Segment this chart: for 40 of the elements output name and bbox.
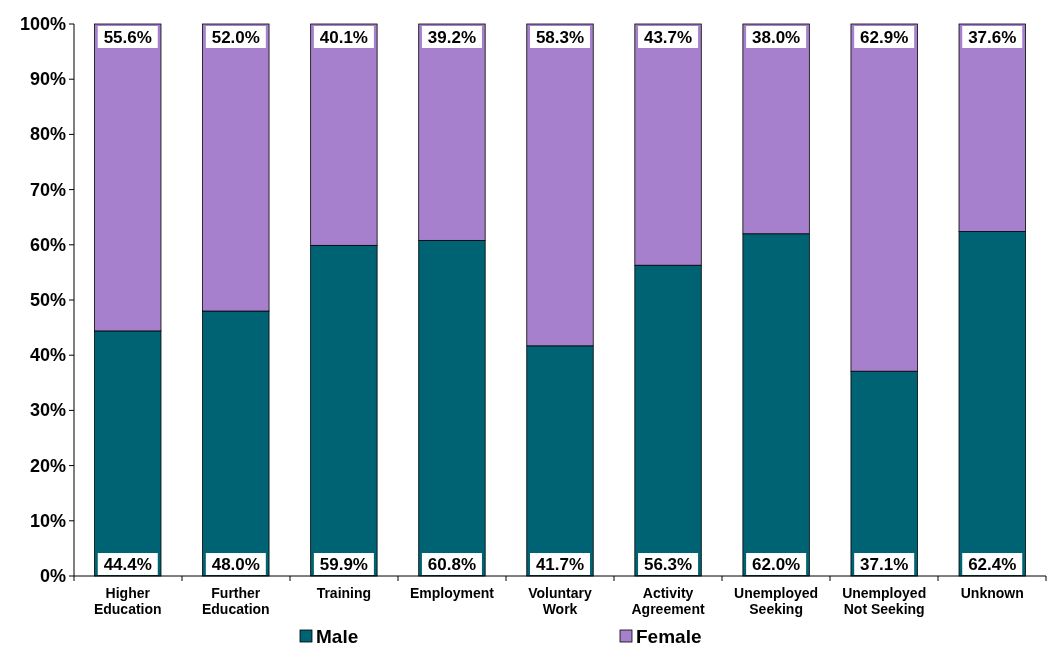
data-label: 52.0% [211, 27, 260, 47]
data-label: 60.8% [427, 554, 477, 574]
x-tick-label: Activity Agreement [631, 585, 705, 617]
data-label: 62.9% [860, 27, 909, 47]
y-tick-label: 80% [29, 124, 66, 145]
data-label: 38.0% [752, 27, 801, 47]
x-tick-label: Unknown [960, 585, 1024, 601]
x-tick-label: Unemployed Seeking [734, 585, 819, 617]
data-label: 62.4% [968, 554, 1017, 574]
data-label: 37.1% [860, 554, 909, 574]
x-tick-label: Higher Education [93, 585, 162, 617]
data-label: 59.9% [319, 554, 368, 574]
x-tick-label: Further Education [201, 585, 270, 617]
y-tick-label: 90% [29, 69, 66, 90]
y-tick-label: 60% [29, 234, 66, 255]
data-label: 37.6% [968, 27, 1017, 47]
data-label: 39.2% [427, 27, 477, 47]
y-tick-label: 20% [29, 455, 66, 476]
y-tick-label: 30% [29, 400, 66, 421]
y-tick-label: 10% [29, 510, 66, 531]
y-tick-label: 0% [39, 566, 66, 586]
y-tick-label: 70% [29, 179, 66, 200]
data-label: 40.1% [319, 27, 368, 47]
x-tick-label: Employment [409, 585, 495, 601]
x-tick-label: Training [316, 585, 372, 601]
data-label: 58.3% [535, 27, 585, 47]
legend-label: Female [636, 626, 702, 647]
data-label: 43.7% [643, 27, 693, 47]
x-tick-label: Voluntary Work [528, 585, 592, 617]
data-label: 62.0% [752, 554, 801, 574]
data-label: 41.7% [535, 554, 585, 574]
legend-label: Male [316, 626, 359, 647]
data-label: 44.4% [103, 554, 152, 574]
y-tick-label: 40% [29, 345, 66, 366]
data-label: 56.3% [643, 554, 693, 574]
data-label: 48.0% [211, 554, 260, 574]
y-tick-label: 50% [29, 290, 66, 310]
x-tick-label: Unemployed Not Seeking [842, 585, 927, 617]
y-tick-label: 100% [19, 14, 66, 34]
data-label: 55.6% [103, 27, 152, 47]
